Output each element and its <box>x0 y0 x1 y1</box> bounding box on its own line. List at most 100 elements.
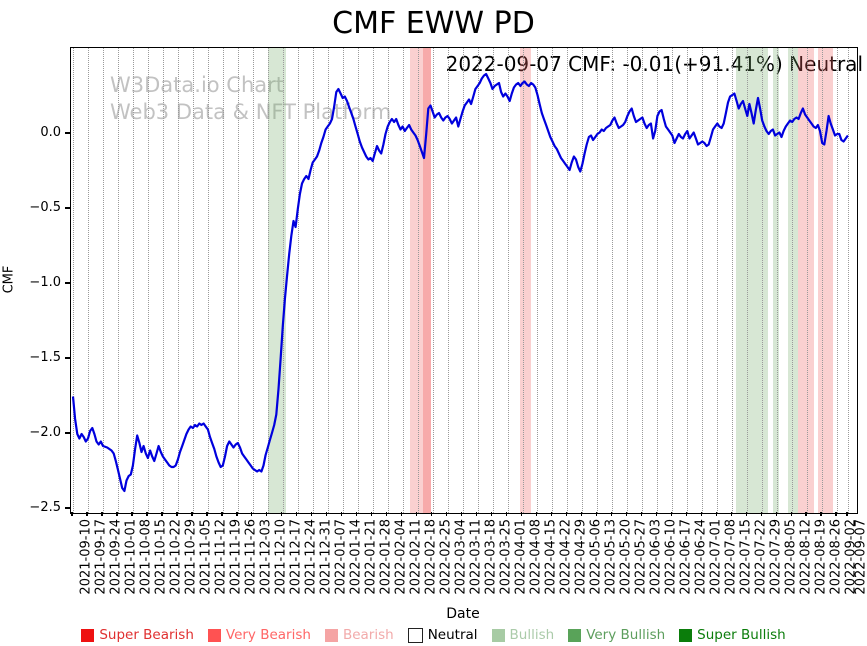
legend: Super Bearish Very Bearish Bearish Neutral B… <box>0 627 867 643</box>
x-tick-mark <box>625 512 628 516</box>
x-tick-mark <box>415 512 418 516</box>
x-tick-label: 2022-07-29 <box>768 519 784 595</box>
gridline <box>372 48 374 513</box>
x-tick-mark <box>400 512 403 516</box>
x-tick-mark <box>221 512 223 516</box>
x-tick-mark <box>370 512 373 516</box>
x-tick-label: 2022-05-06 <box>588 519 604 595</box>
gridline <box>387 48 389 513</box>
legend-swatch-bullish <box>491 628 505 642</box>
x-tick-mark <box>206 512 208 516</box>
x-tick-mark <box>385 512 388 516</box>
x-tick-mark <box>296 512 298 516</box>
gridline <box>162 48 164 513</box>
x-tick-label: 2021-12-10 <box>273 519 289 595</box>
gridline <box>612 48 614 513</box>
y-tick-label: −1.0 <box>29 275 61 290</box>
x-tick-label: 2021-11-19 <box>228 519 244 595</box>
x-tick-label: 2021-12-31 <box>318 519 334 595</box>
legend-swatch-neutral <box>407 627 423 643</box>
y-tick-label: −1.5 <box>29 350 61 365</box>
gridline <box>87 48 89 513</box>
x-tick-mark <box>86 512 88 516</box>
x-tick-mark <box>790 512 792 516</box>
legend-label-very-bullish: Very Bullish <box>586 627 666 643</box>
gridline <box>507 48 509 513</box>
x-tick-mark <box>445 512 448 516</box>
x-tick-label: 2022-04-01 <box>513 519 529 595</box>
x-tick-mark <box>430 512 433 516</box>
x-tick-label: 2022-05-27 <box>633 519 649 595</box>
legend-label-bullish: Bullish <box>509 627 555 643</box>
x-tick-label: 2022-06-10 <box>663 519 679 595</box>
x-tick-label: 2022-06-03 <box>648 519 664 595</box>
gridline <box>627 48 629 513</box>
gridline <box>73 48 74 513</box>
legend-swatch-bearish <box>324 628 338 642</box>
gridline <box>102 48 104 513</box>
gridline <box>552 48 554 513</box>
gridline <box>342 48 344 513</box>
x-tick-mark <box>311 512 313 516</box>
x-tick-label: 2022-08-19 <box>813 519 829 595</box>
gridline <box>462 48 464 513</box>
chart-title: CMF EWW PD <box>332 6 535 41</box>
x-tick-mark <box>640 512 643 516</box>
legend-label-bearish: Bearish <box>342 627 394 643</box>
signal-band-bearish-strong <box>422 48 432 513</box>
x-tick-mark <box>146 512 148 516</box>
x-tick-mark <box>745 512 747 516</box>
gridline <box>192 48 194 513</box>
x-tick-mark <box>595 512 598 516</box>
x-tick-mark <box>341 512 343 516</box>
gridline <box>252 48 254 513</box>
x-tick-mark <box>236 512 238 516</box>
gridline <box>147 48 149 513</box>
x-tick-mark <box>520 512 523 516</box>
legend-label-neutral: Neutral <box>427 627 478 643</box>
x-tick-mark <box>730 512 732 516</box>
x-tick-label: 2022-01-21 <box>363 519 379 595</box>
y-axis-title: CMF <box>1 265 17 294</box>
gridline <box>267 48 269 513</box>
x-tick-label: 2021-12-03 <box>258 519 274 595</box>
x-tick-label: 2022-01-14 <box>348 519 364 595</box>
signal-band-bearish <box>797 48 815 513</box>
x-tick-mark <box>191 512 193 516</box>
x-tick-mark <box>670 512 673 516</box>
gridline <box>522 48 524 513</box>
x-tick-mark <box>161 512 163 516</box>
gridline <box>582 48 584 513</box>
gridline <box>132 48 134 513</box>
x-tick-mark <box>715 512 717 516</box>
x-tick-label: 2021-10-15 <box>153 519 169 595</box>
gridline <box>447 48 449 513</box>
x-tick-label: 2022-08-26 <box>828 519 844 595</box>
x-tick-label: 2021-10-01 <box>123 519 139 595</box>
gridline <box>837 48 839 513</box>
gridline <box>747 48 749 513</box>
legend-swatch-very-bearish <box>207 628 221 642</box>
gridline <box>702 48 704 513</box>
gridline <box>312 48 314 513</box>
gridline <box>537 48 539 513</box>
legend-swatch-super-bearish <box>81 628 95 642</box>
x-tick-mark <box>846 512 848 516</box>
gridline <box>672 48 674 513</box>
gridline <box>282 48 284 513</box>
gridline <box>417 48 419 513</box>
x-tick-mark <box>101 512 103 516</box>
legend-swatch-very-bullish <box>568 628 582 642</box>
gridline <box>657 48 659 513</box>
x-tick-label: 2021-09-24 <box>108 519 124 595</box>
x-tick-label: 2022-07-15 <box>738 519 754 595</box>
x-tick-label: 2022-05-13 <box>603 519 619 595</box>
gridline <box>822 48 824 513</box>
x-tick-label: 2022-02-25 <box>438 519 454 595</box>
x-tick-mark <box>775 512 777 516</box>
gridline <box>477 48 479 513</box>
gridline <box>777 48 779 513</box>
x-tick-mark <box>535 512 538 516</box>
gridline <box>177 48 179 513</box>
gridline <box>402 48 404 513</box>
